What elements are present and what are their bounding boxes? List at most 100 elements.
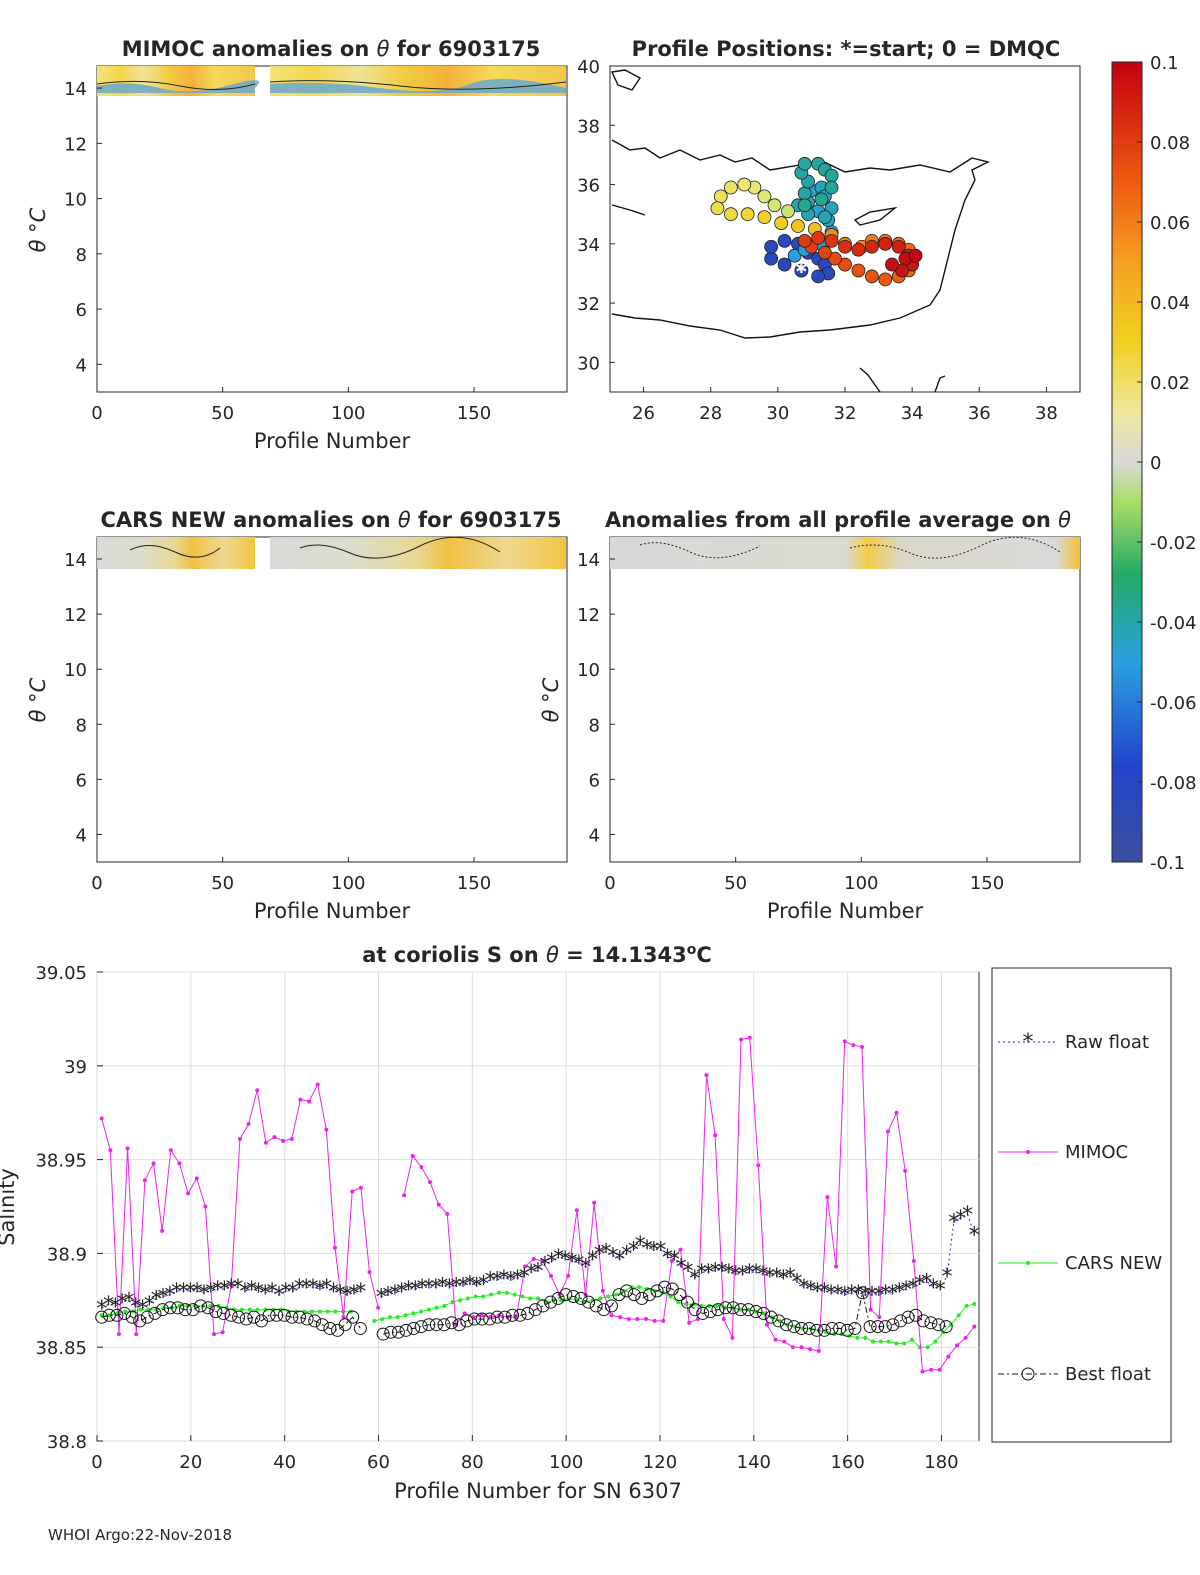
- legend-label-raw: Raw float: [1065, 1032, 1149, 1053]
- raw-float-point: *: [955, 1207, 966, 1232]
- raw-float-point: *: [682, 1259, 693, 1284]
- coastline-sinai: [934, 375, 946, 393]
- cars-point: [668, 1294, 673, 1299]
- best-float-point: [292, 1310, 306, 1324]
- mimoc-point: [955, 1343, 960, 1348]
- mimoc-point: [635, 1317, 640, 1322]
- mimoc-point: [160, 1228, 165, 1233]
- mimoc-point: [203, 1204, 208, 1209]
- profile-position-marker: [878, 236, 893, 251]
- raw-float-point: *: [301, 1276, 312, 1301]
- mimoc-point: [350, 1189, 355, 1194]
- mimoc-point: [739, 1037, 744, 1042]
- raw-float-point: *: [164, 1284, 175, 1309]
- best-float-point: [201, 1301, 215, 1315]
- profile-position-marker: [710, 201, 725, 216]
- series-mimoc: [99, 1035, 977, 1374]
- allavg-ytick-label: 12: [577, 605, 600, 626]
- profile-position-marker: [740, 207, 755, 222]
- mimoc-point: [566, 1273, 571, 1278]
- best-float-point: [156, 1303, 170, 1317]
- raw-float-point: *: [785, 1265, 796, 1290]
- profile-position-marker: [864, 269, 879, 284]
- best-float-point: [376, 1327, 390, 1341]
- cars-point: [956, 1313, 961, 1318]
- best-float-point: [886, 1318, 900, 1332]
- profile-position-marker: [797, 233, 812, 248]
- raw-float-point: *: [376, 1286, 387, 1311]
- best-float-point: [551, 1291, 565, 1305]
- cars-heatmap: [97, 536, 566, 569]
- mimoc-point: [436, 1202, 441, 1207]
- cars-axes: [96, 536, 568, 863]
- best-float-point: [422, 1318, 436, 1332]
- best-float-point: [399, 1323, 413, 1337]
- cars-point: [263, 1307, 268, 1312]
- mimoc-point: [237, 1136, 242, 1141]
- raw-float-point: *: [771, 1265, 782, 1290]
- best-float-point: [224, 1308, 238, 1322]
- best-float-point: [232, 1310, 246, 1324]
- best-float-point: [597, 1303, 611, 1317]
- best-float-point: [604, 1299, 618, 1313]
- salinity-xtick-label: 60: [367, 1452, 390, 1473]
- profile-position-marker: [811, 269, 826, 284]
- mimoc-ytick-label: 12: [64, 134, 87, 155]
- profile-position-marker: [723, 207, 738, 222]
- raw-float-point: *: [430, 1276, 441, 1301]
- mimoc-point: [540, 1258, 545, 1263]
- raw-float-point: *: [410, 1278, 421, 1303]
- best-float-point: [703, 1305, 717, 1319]
- mimoc-ylabel: θ °C: [26, 207, 50, 252]
- legend-item-raw-float: * Raw float: [998, 1030, 1149, 1055]
- cars-point: [333, 1309, 338, 1314]
- raw-float-point: *: [219, 1278, 230, 1303]
- profile-position-marker: [764, 251, 779, 266]
- raw-float-point: *: [546, 1250, 557, 1275]
- profile-position-marker: [777, 233, 792, 248]
- raw-float-point: *: [267, 1280, 278, 1305]
- best-float-point: [749, 1305, 763, 1319]
- legend-label-mimoc: MIMOC: [1065, 1142, 1128, 1163]
- raw-float-point: *: [314, 1278, 325, 1303]
- cars-point: [372, 1318, 377, 1323]
- mimoc-point: [972, 1324, 977, 1329]
- raw-float-point: *: [158, 1286, 169, 1311]
- salinity-xtick-label: 0: [91, 1452, 102, 1473]
- profile-position-marker: [797, 198, 812, 213]
- mimoc-point: [255, 1088, 260, 1093]
- best-float-point: [285, 1310, 299, 1324]
- mimoc-point: [419, 1165, 424, 1170]
- salinity-title: at coriolis S on θ = 14.1343oC: [362, 942, 712, 967]
- raw-float-point: *: [512, 1267, 523, 1292]
- mimoc-point: [168, 1148, 173, 1153]
- mimoc-point: [600, 1288, 605, 1293]
- allavg-heatmap: [610, 536, 1080, 569]
- mimoc-point: [963, 1335, 968, 1340]
- colorbar-tick-label: 0.08: [1150, 133, 1190, 154]
- best-float-point: [186, 1303, 200, 1317]
- raw-float-point: *: [907, 1276, 918, 1301]
- raw-float-point: *: [757, 1263, 768, 1288]
- profile-position-marker: [824, 180, 839, 195]
- mimoc-point: [868, 1307, 873, 1312]
- profile-position-marker: [814, 192, 829, 207]
- positions-title: Profile Positions: *=start; 0 = DMQC: [632, 37, 1061, 61]
- cars-point: [473, 1294, 478, 1299]
- cars-point: [325, 1309, 330, 1314]
- best-float-point: [642, 1288, 656, 1302]
- mimoc-point: [678, 1247, 683, 1252]
- raw-float-point: *: [867, 1284, 878, 1309]
- raw-float-point: *: [567, 1250, 578, 1275]
- cars-point: [403, 1313, 408, 1318]
- footer-credit: WHOI Argo:22-Nov-2018: [48, 1526, 232, 1544]
- allavg-ytick-label: 8: [589, 715, 600, 736]
- raw-float-point: *: [655, 1239, 666, 1264]
- raw-float-point: *: [478, 1272, 489, 1297]
- cars-point: [504, 1290, 509, 1295]
- mimoc-point: [116, 1332, 121, 1337]
- mimoc-title: MIMOC anomalies on θ for 6903175: [122, 37, 541, 61]
- cars-point: [613, 1292, 618, 1297]
- raw-float-point: *: [669, 1248, 680, 1273]
- colorbar-tick-label: 0.02: [1150, 373, 1190, 394]
